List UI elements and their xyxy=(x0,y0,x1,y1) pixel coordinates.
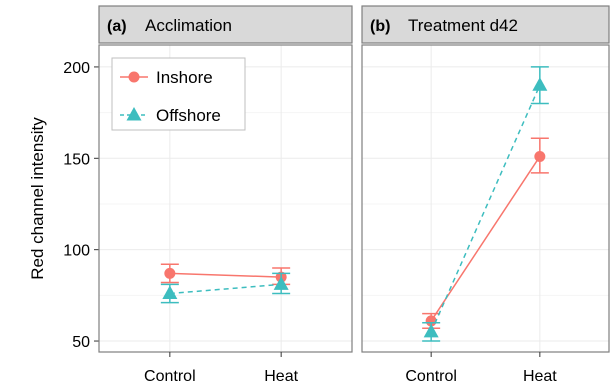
x-tick-label: Control xyxy=(144,368,196,385)
panel-strip xyxy=(98,5,353,44)
y-tick-label: 150 xyxy=(63,151,90,168)
data-point-offshore xyxy=(423,323,439,338)
legend-key-marker xyxy=(126,107,142,121)
data-point-inshore xyxy=(164,267,176,279)
data-point-inshore xyxy=(425,315,437,327)
data-point-inshore xyxy=(534,150,546,162)
panel-title: Acclimation xyxy=(145,16,232,35)
x-tick-label: Heat xyxy=(264,368,298,385)
data-point-offshore xyxy=(273,276,289,290)
data-point-offshore xyxy=(532,77,548,91)
legend-label: Inshore xyxy=(156,68,213,87)
panel-border xyxy=(98,44,353,353)
y-tick-label: 50 xyxy=(72,334,90,351)
panel-tag: (a) xyxy=(107,18,127,35)
y-tick-label: 200 xyxy=(63,60,90,77)
series-line-offshore xyxy=(169,283,282,295)
legend-label: Offshore xyxy=(156,106,221,125)
series-line-inshore xyxy=(169,272,282,278)
y-tick-label: 100 xyxy=(63,243,90,260)
data-point-offshore xyxy=(162,285,178,300)
x-tick-label: Control xyxy=(405,368,457,385)
panel-tag: (b) xyxy=(370,18,390,35)
series-line-inshore xyxy=(430,156,541,322)
panel-title: Treatment d42 xyxy=(408,16,518,35)
legend-key-marker xyxy=(128,71,140,83)
y-axis-label: Red channel intensity xyxy=(28,117,47,280)
x-tick-label: Heat xyxy=(523,368,557,385)
plot-area xyxy=(362,45,609,352)
panel-strip xyxy=(361,5,610,44)
panel-border xyxy=(361,44,610,353)
